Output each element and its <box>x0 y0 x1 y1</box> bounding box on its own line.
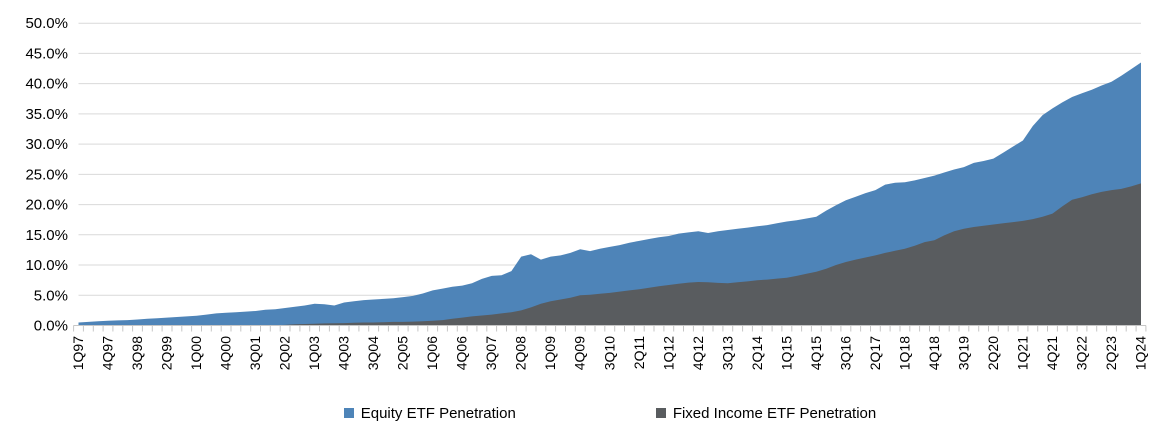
x-axis-label: 1Q12 <box>660 336 676 370</box>
y-axis-label: 50.0% <box>25 15 68 32</box>
x-axis <box>73 325 1147 332</box>
y-axis-label: 15.0% <box>25 227 68 244</box>
y-axis-label: 5.0% <box>34 287 68 304</box>
x-axis-label: 2Q20 <box>985 336 1001 370</box>
x-axis-label: 3Q01 <box>247 336 263 370</box>
x-axis-label: 1Q24 <box>1133 336 1149 370</box>
x-axis-label: 4Q00 <box>218 336 234 370</box>
y-axis-label: 45.0% <box>25 45 68 62</box>
x-axis-label: 1Q97 <box>70 336 86 370</box>
x-axis-label: 2Q17 <box>867 336 883 370</box>
x-axis-label: 1Q03 <box>306 336 322 370</box>
x-axis-label: 4Q18 <box>926 336 942 370</box>
x-axis-label: 2Q08 <box>513 336 529 370</box>
x-axis-label: 1Q21 <box>1014 336 1030 370</box>
x-axis-label: 2Q23 <box>1103 336 1119 370</box>
x-axis-label: 1Q15 <box>778 336 794 370</box>
x-axis-label: 1Q06 <box>424 336 440 370</box>
x-axis-label: 1Q00 <box>188 336 204 370</box>
legend-label-equity: Equity ETF Penetration <box>360 404 516 422</box>
legend-item-equity: Equity ETF Penetration <box>343 404 516 422</box>
y-axis-label: 40.0% <box>25 76 68 93</box>
y-axis-label: 30.0% <box>25 136 68 153</box>
gridlines <box>78 22 1141 296</box>
x-axis-label: 4Q12 <box>690 336 706 370</box>
area-fixed-income-etf-penetration <box>78 183 1141 326</box>
x-axis-label: 3Q22 <box>1074 336 1090 370</box>
x-axis-label: 3Q98 <box>129 336 145 370</box>
x-axis-label: 2Q14 <box>749 336 765 370</box>
area-series <box>78 62 1141 326</box>
x-axis-label: 1Q18 <box>896 336 912 370</box>
x-axis-label: 3Q10 <box>601 336 617 370</box>
legend-label-fixed-income: Fixed Income ETF Penetration <box>672 404 877 422</box>
x-axis-label: 4Q03 <box>336 336 352 370</box>
x-axis-labels: 1Q97 4Q97 3Q98 2Q99 1Q00 4Q00 3Q01 2Q02 1Q03 4Q03… <box>70 336 1149 370</box>
x-axis-label: 3Q13 <box>719 336 735 370</box>
x-axis-label: 2Q99 <box>159 336 175 370</box>
x-axis-label: 3Q07 <box>483 336 499 370</box>
x-axis-label: 2Q05 <box>395 336 411 370</box>
y-axis-label: 20.0% <box>25 197 68 214</box>
legend-swatch-fixed-income-icon <box>655 408 666 418</box>
legend-item-fixed-income: Fixed Income ETF Penetration <box>655 404 877 422</box>
y-axis-label: 0.0% <box>34 318 68 335</box>
x-axis-label: 2Q11 <box>631 336 647 369</box>
x-axis-label: 3Q19 <box>955 336 971 370</box>
x-axis-label: 4Q09 <box>572 336 588 370</box>
x-axis-label: 3Q04 <box>365 336 381 370</box>
y-axis-label: 25.0% <box>25 166 68 183</box>
x-axis-label: 4Q97 <box>100 336 116 370</box>
y-axis-label: 35.0% <box>25 106 68 123</box>
x-axis-label: 1Q09 <box>542 336 558 370</box>
legend-swatch-equity-icon <box>343 408 354 418</box>
x-axis-label: 2Q02 <box>277 336 293 370</box>
legend: Equity ETF Penetration Fixed Income ETF … <box>79 401 1141 425</box>
x-axis-label: 4Q06 <box>454 336 470 370</box>
x-axis-label: 4Q21 <box>1044 336 1060 370</box>
x-axis-label: 3Q16 <box>837 336 853 370</box>
y-axis-label: 10.0% <box>25 257 68 274</box>
x-axis-label: 4Q15 <box>808 336 824 370</box>
y-axis-labels: 0.0% 5.0% 10.0% 15.0% 20.0% 25.0% 30.0% 35.0% 40… <box>25 15 68 334</box>
